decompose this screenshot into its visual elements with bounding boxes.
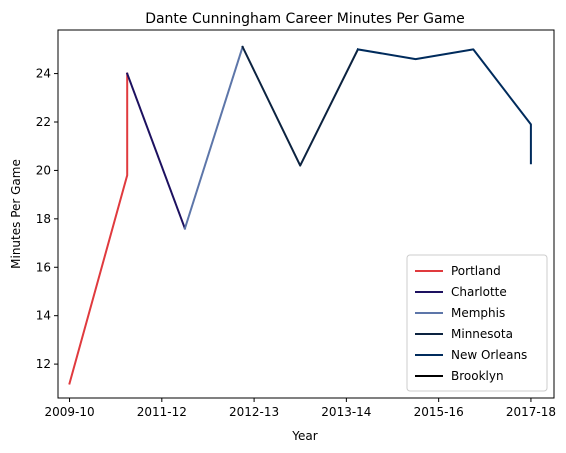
legend-label: Minnesota: [451, 327, 513, 341]
x-tick-label: 2017-18: [506, 405, 556, 419]
y-axis: 12 14 16 18 20 22 24: [36, 67, 58, 371]
x-tick-label: 2009-10: [44, 405, 94, 419]
y-tick-label: 18: [36, 212, 51, 226]
y-tick-label: 14: [36, 309, 51, 323]
plot-lines: [68, 45, 532, 385]
plot-frame: [57, 29, 555, 399]
legend-label: Memphis: [451, 306, 505, 320]
y-tick-label: 22: [36, 115, 51, 129]
x-axis-label: Year: [291, 429, 317, 443]
series-line-3: [241, 45, 360, 167]
x-axis: 2009-10 2011-12 2012-13 2013-14 2015-16 2017-…: [44, 398, 556, 419]
x-tick-label: 2015-16: [414, 405, 464, 419]
y-tick-label: 16: [36, 260, 51, 274]
legend: Portland Charlotte Memphis Minnesota New Orl…: [406, 254, 548, 392]
legend-label: New Orleans: [451, 348, 527, 362]
x-tick-label: 2013-14: [321, 405, 371, 419]
chart-title: Dante Cunningham Career Minutes Per Game: [145, 11, 465, 27]
legend-box: [406, 254, 548, 392]
legend-label: Portland: [451, 264, 501, 278]
x-tick-label: 2012-13: [229, 405, 279, 419]
y-tick-label: 24: [36, 67, 51, 81]
legend-label: Brooklyn: [451, 369, 504, 383]
series-line-4: [356, 48, 532, 165]
y-tick-label: 12: [36, 357, 51, 371]
x-tick-label: 2011-12: [137, 405, 187, 419]
legend-label: Charlotte: [451, 285, 507, 299]
series-line-0: [68, 72, 129, 385]
y-tick-label: 20: [36, 163, 51, 177]
series-line-2: [183, 45, 244, 230]
series-line-1: [125, 72, 187, 230]
y-axis-label: Minutes Per Game: [9, 159, 23, 269]
